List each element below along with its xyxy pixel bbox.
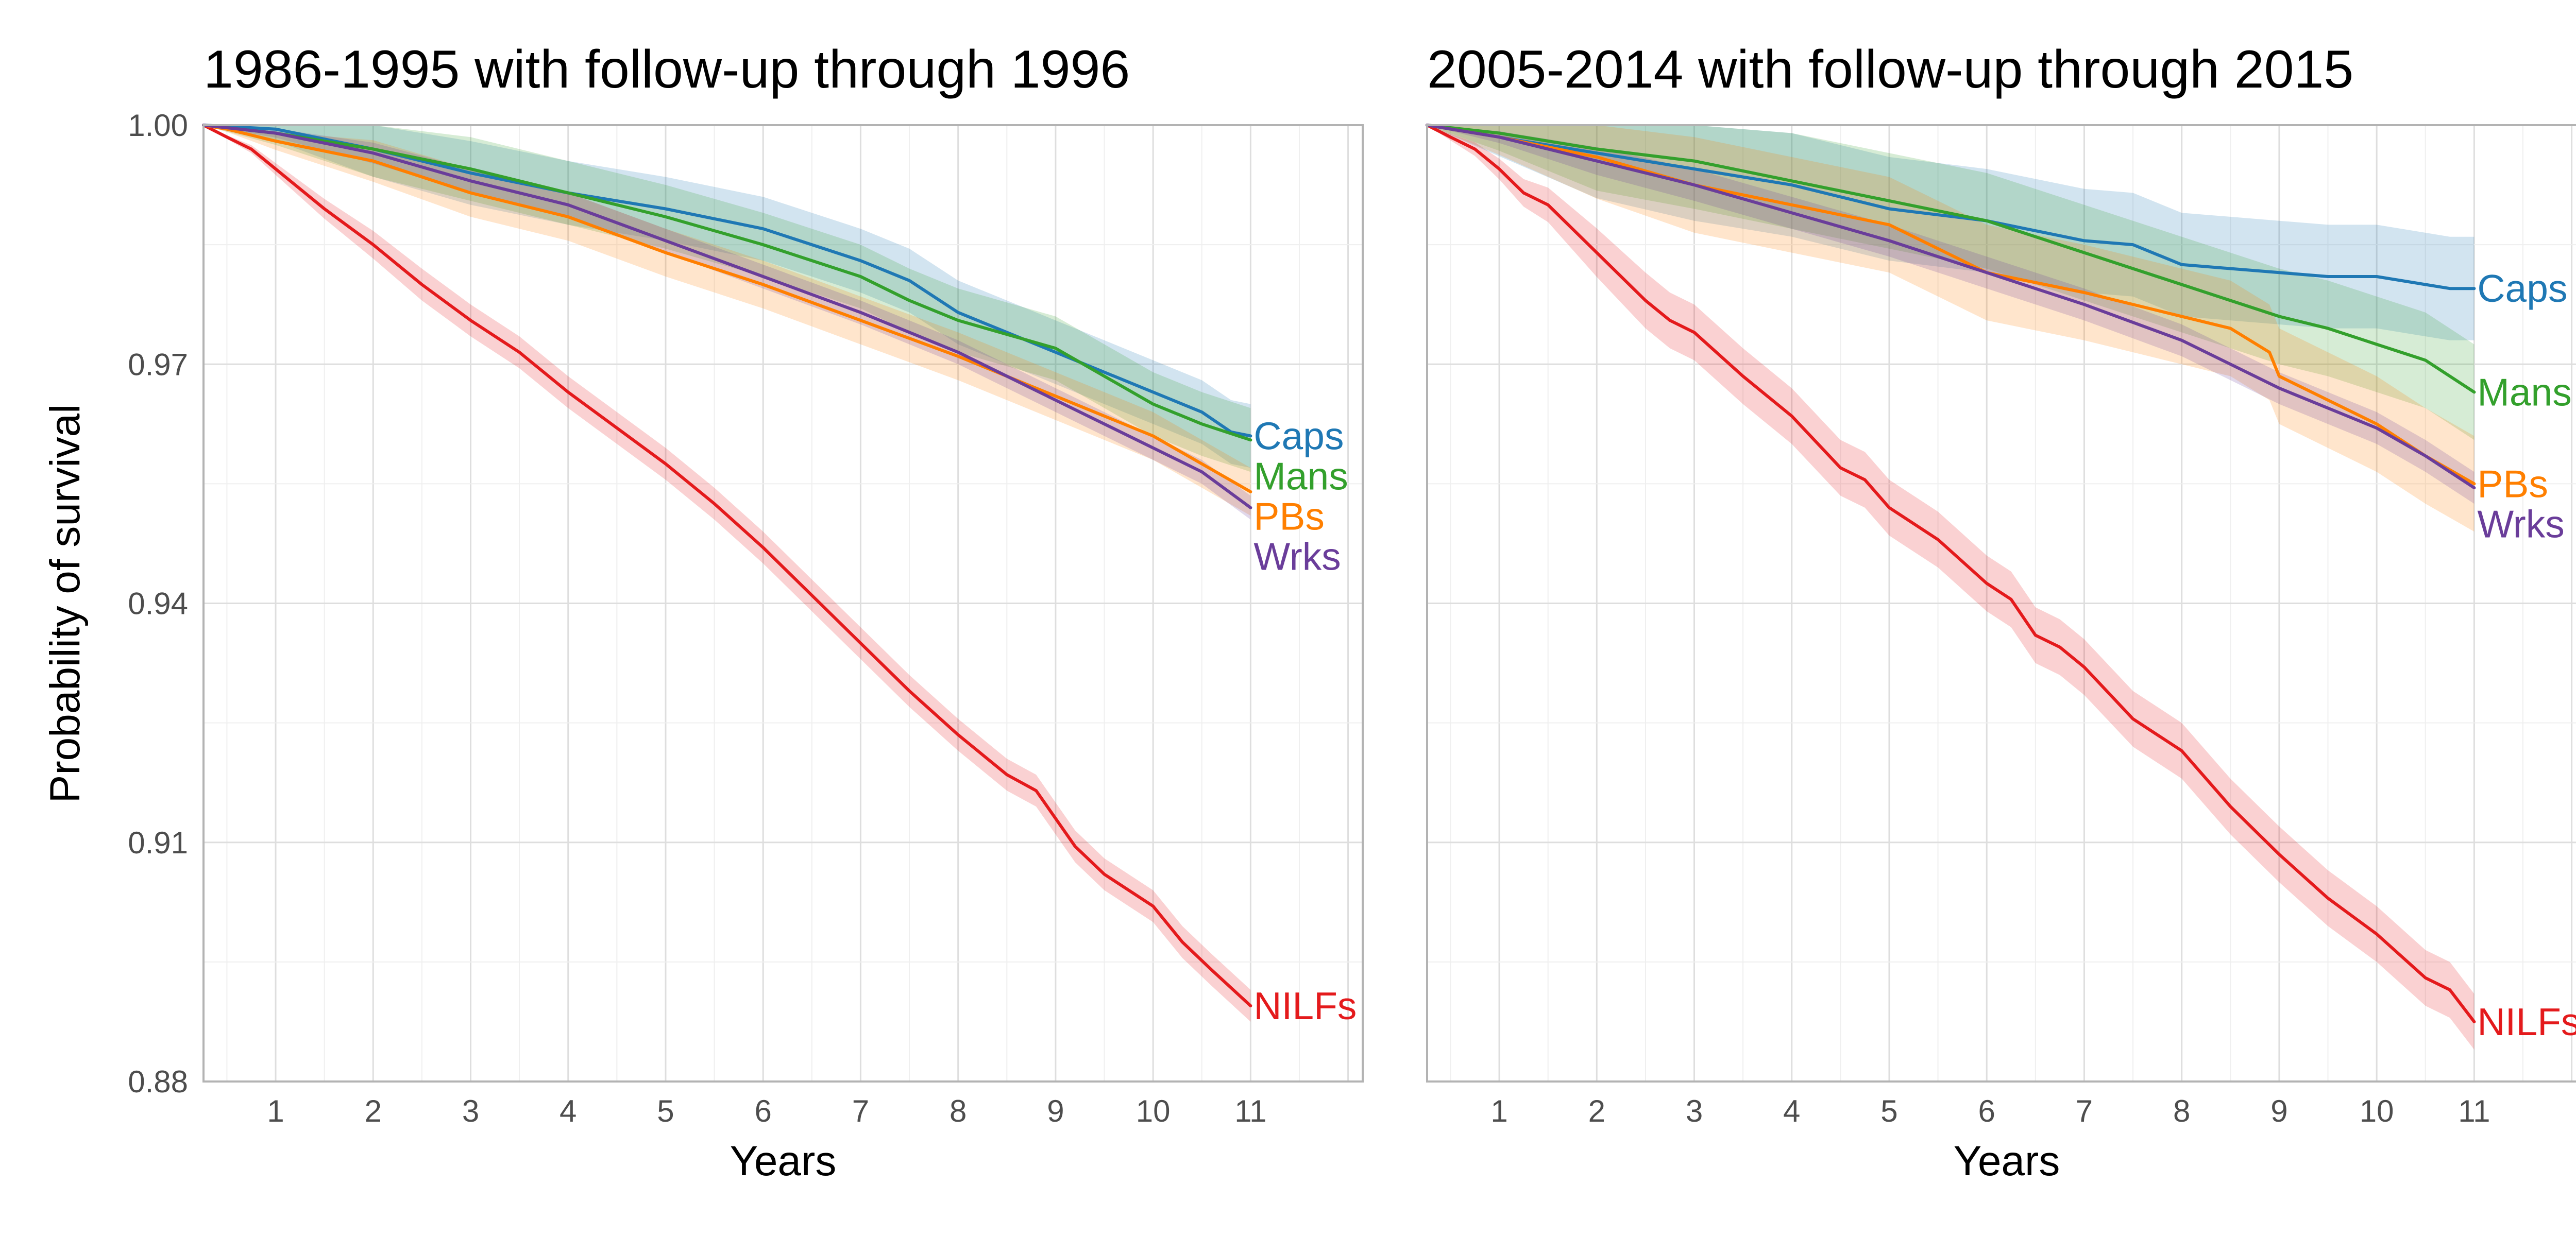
line-wrks	[202, 124, 1252, 509]
x-tick-label: 5	[1880, 1094, 1897, 1128]
x-tick-label: 2	[365, 1094, 382, 1128]
label-nilfs: NILFs	[2477, 1000, 2576, 1043]
x-tick-label: 5	[657, 1094, 674, 1128]
x-tick-label: 9	[1047, 1094, 1064, 1128]
y-tick-label: 0.91	[128, 826, 188, 860]
line-nilfs	[202, 124, 1252, 1007]
line-mans	[202, 124, 1252, 442]
x-tick-label: 1	[1490, 1094, 1507, 1128]
label-wrks: Wrks	[1253, 535, 1341, 578]
label-pbs: PBs	[1253, 495, 1325, 538]
line-nilfs	[1426, 124, 2476, 1023]
label-nilfs: NILFs	[1253, 984, 1357, 1027]
y-tick-label: 0.97	[128, 347, 188, 382]
y-tick-label: 0.88	[128, 1065, 188, 1099]
label-caps: Caps	[2477, 267, 2567, 310]
x-tick-label: 4	[1783, 1094, 1800, 1128]
x-tick-label: 2	[1588, 1094, 1605, 1128]
x-tick-label: 1	[267, 1094, 284, 1128]
x-tick-label: 8	[950, 1094, 967, 1128]
x-tick-label: 7	[2076, 1094, 2093, 1128]
x-tick-label: 9	[2270, 1094, 2287, 1128]
line-caps	[202, 124, 1252, 438]
y-tick-label: 0.94	[128, 587, 188, 621]
label-mans: Mans	[1253, 455, 1348, 498]
panel-2-title: 2005-2014 with follow-up through 2015	[1427, 40, 2353, 99]
band-caps	[1427, 125, 2475, 340]
line-caps	[1426, 124, 2476, 290]
panel-2: 2005-2014 with follow-up through 2015 Cap…	[1426, 40, 2576, 1184]
x-tick-label: 3	[1686, 1094, 1703, 1128]
line-wrks	[1426, 124, 2476, 490]
panel-2-border	[1426, 124, 2576, 1083]
band-wrks	[204, 125, 1251, 520]
x-axis-title: Years	[730, 1138, 837, 1184]
panel-1-border	[202, 124, 1364, 1083]
band-nilfs	[1427, 125, 2475, 1050]
x-tick-label: 10	[1136, 1094, 1171, 1128]
label-caps: Caps	[1253, 415, 1344, 458]
x-tick-label: 8	[2173, 1094, 2190, 1128]
panel-1: 1986-1995 with follow-up through 1996 Cap…	[128, 40, 1364, 1184]
band-caps	[204, 125, 1251, 468]
x-tick-label: 4	[560, 1094, 577, 1128]
band-mans	[1427, 125, 2475, 440]
y-tick-label: 1.00	[128, 108, 188, 143]
panel-1-title: 1986-1995 with follow-up through 1996	[204, 40, 1130, 99]
x-tick-label: 10	[2360, 1094, 2394, 1128]
line-pbs	[1426, 124, 2476, 486]
band-pbs	[204, 125, 1251, 516]
x-tick-label: 3	[462, 1094, 479, 1128]
label-wrks: Wrks	[2477, 502, 2564, 545]
line-pbs	[202, 124, 1252, 493]
x-axis-title: Years	[1954, 1138, 2060, 1184]
label-pbs: PBs	[2477, 462, 2548, 505]
x-tick-label: 11	[2458, 1094, 2490, 1128]
x-tick-label: 11	[1234, 1094, 1266, 1128]
y-axis-title: Probability of survival	[42, 404, 89, 803]
x-tick-label: 6	[755, 1094, 772, 1128]
line-mans	[1426, 124, 2476, 394]
x-tick-label: 7	[852, 1094, 869, 1128]
label-mans: Mans	[2477, 370, 2571, 414]
band-pbs	[1427, 125, 2475, 532]
x-tick-label: 6	[1978, 1094, 1995, 1128]
